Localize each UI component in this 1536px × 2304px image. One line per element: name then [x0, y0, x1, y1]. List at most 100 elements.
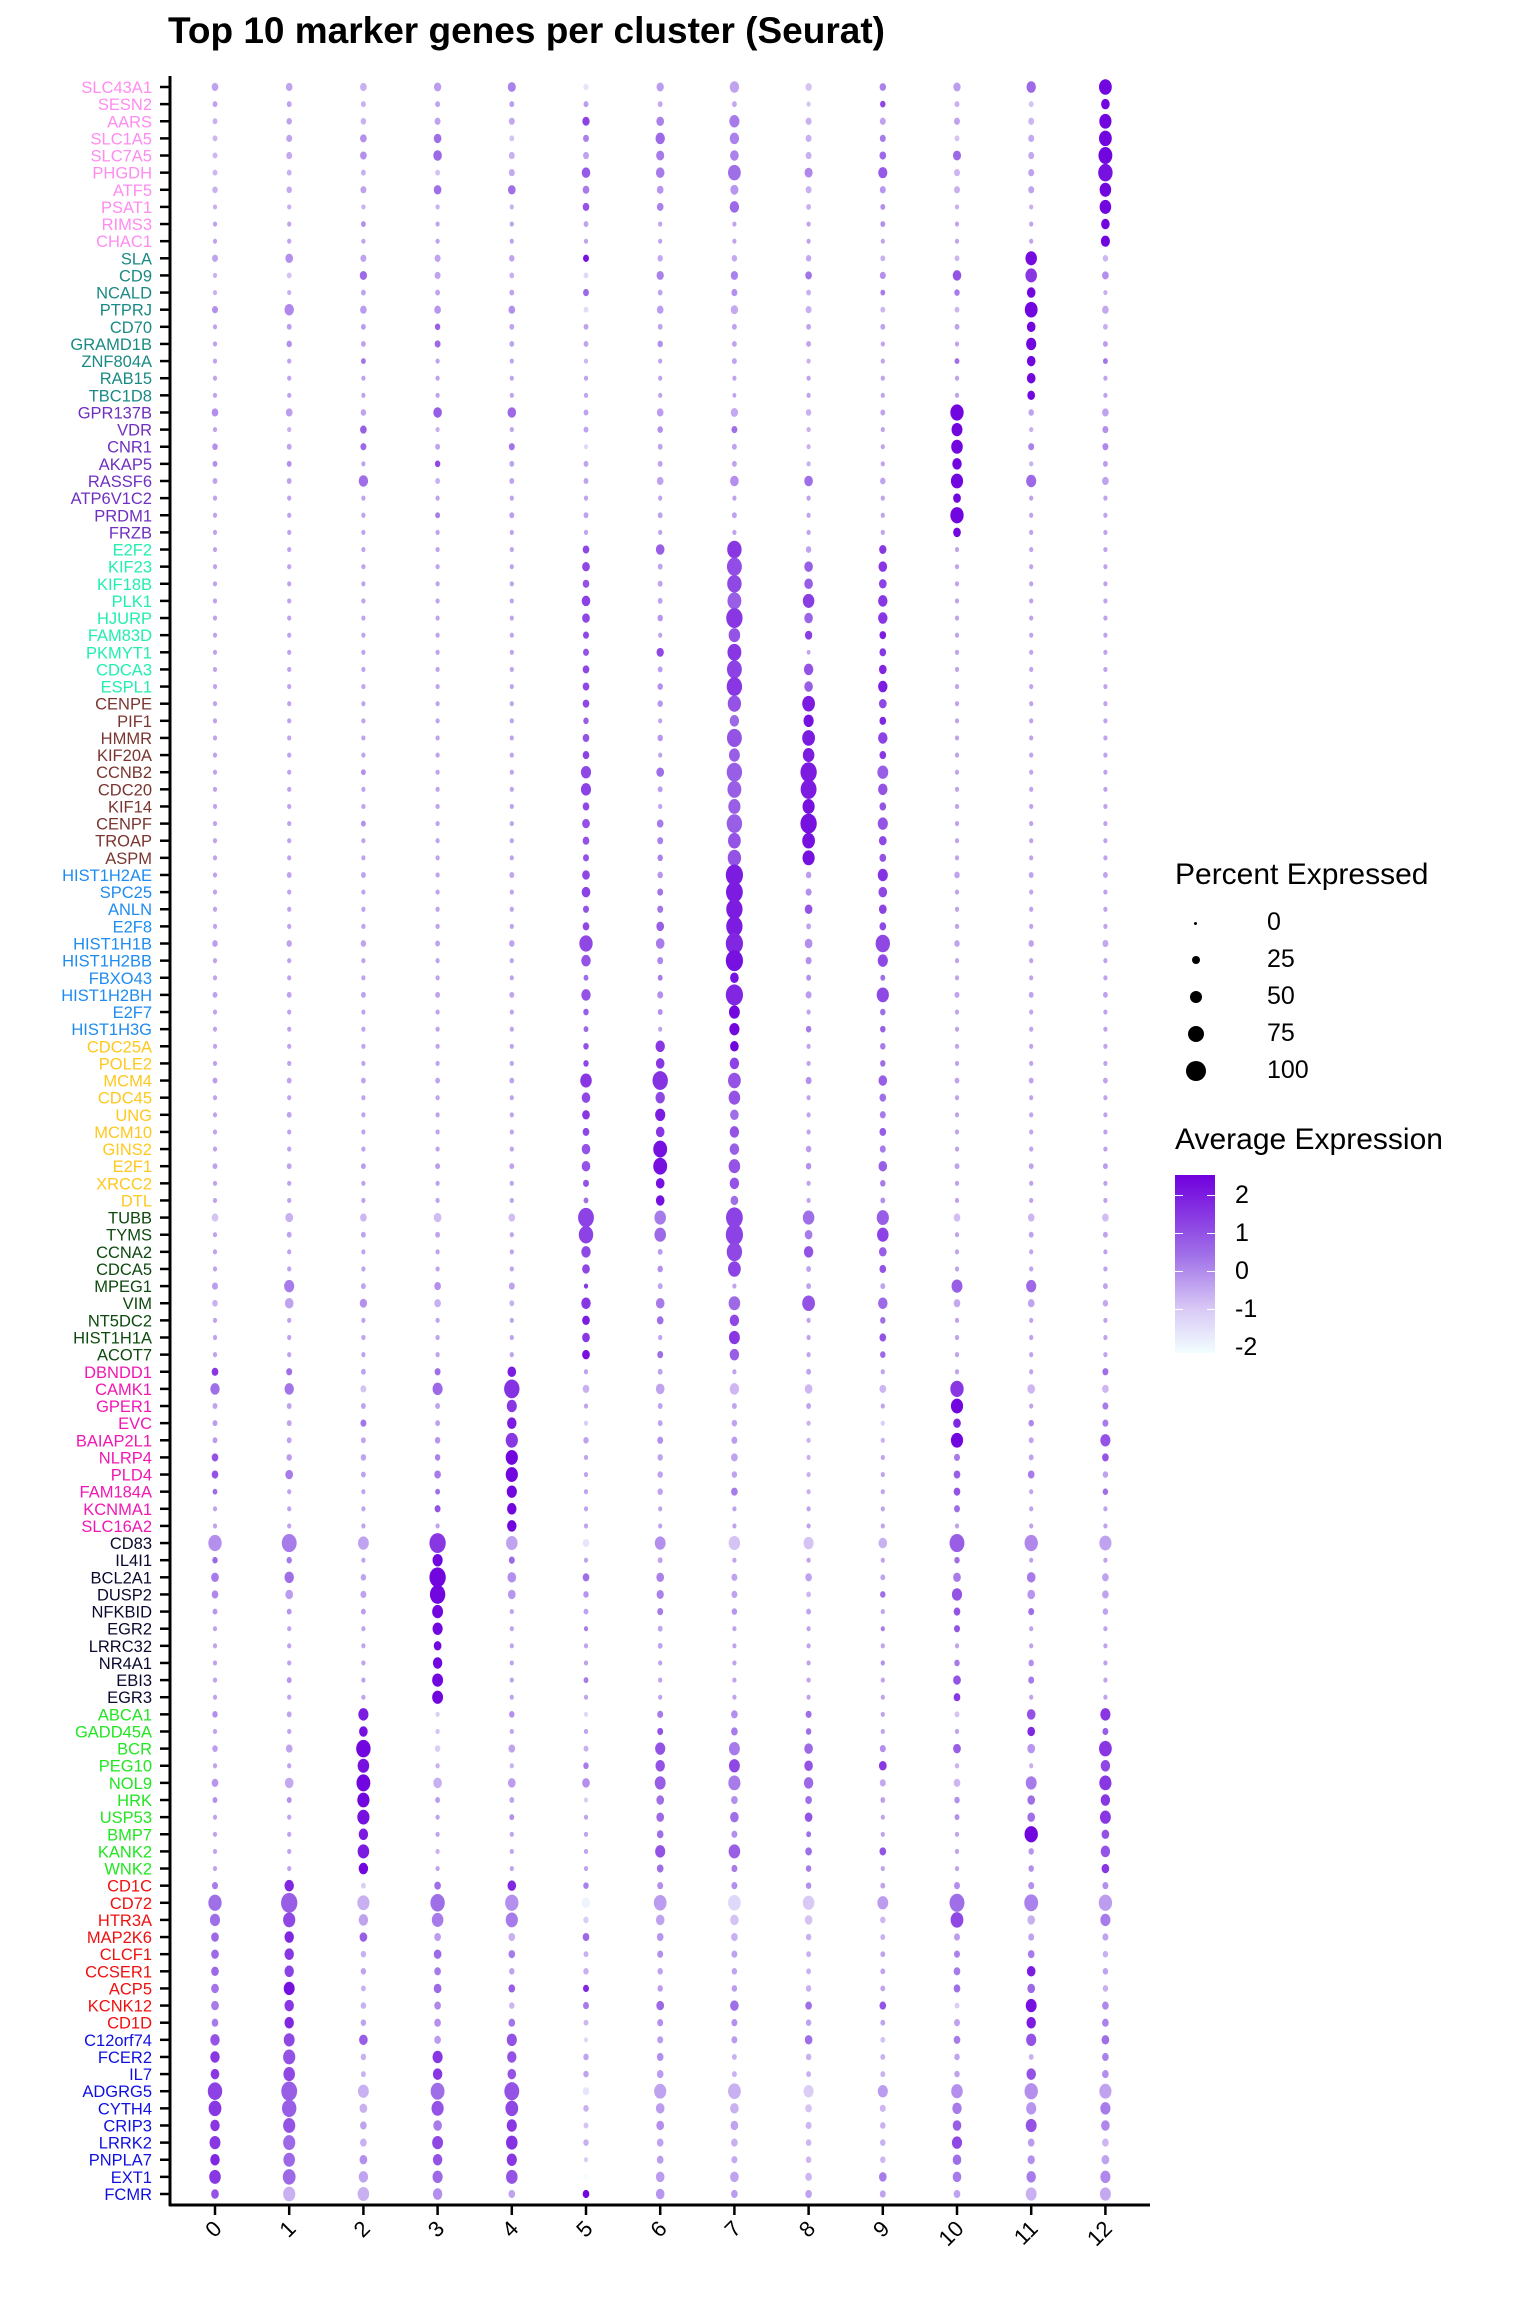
dot	[508, 151, 515, 160]
dot	[954, 598, 960, 604]
dot	[950, 507, 964, 524]
dot	[658, 1506, 663, 1512]
dot	[1099, 1810, 1111, 1824]
dot	[879, 134, 886, 143]
dot	[212, 1865, 218, 1872]
dot	[878, 904, 887, 914]
dot	[210, 2119, 220, 2132]
dot	[434, 2035, 441, 2044]
gene-label: NT5DC2	[88, 1312, 152, 1330]
dot	[953, 1743, 961, 1754]
dot	[730, 408, 739, 417]
dot	[211, 1590, 219, 1599]
size-legend-dot	[1186, 1061, 1206, 1081]
dot	[880, 1437, 885, 1443]
dot	[880, 1677, 885, 1683]
gene-label: EVC	[118, 1415, 152, 1433]
dot	[435, 975, 440, 981]
dot	[805, 1795, 812, 1805]
dot	[880, 1403, 885, 1409]
dot	[361, 1643, 366, 1649]
dot	[1102, 408, 1109, 417]
dot	[805, 1865, 812, 1872]
dot	[879, 545, 887, 554]
dot	[802, 832, 815, 849]
dot	[509, 872, 515, 878]
dot	[731, 1727, 738, 1736]
dot	[806, 1009, 811, 1015]
dot	[954, 2070, 960, 2078]
dot	[357, 1895, 370, 1911]
dot	[1103, 1626, 1108, 1632]
gene-label: KIF20A	[97, 747, 152, 765]
dot	[208, 1894, 222, 1911]
dot	[1026, 337, 1037, 351]
dot	[433, 133, 442, 144]
dot	[506, 2135, 518, 2150]
dot	[1099, 1740, 1112, 1757]
dot	[212, 169, 218, 176]
dot	[658, 803, 663, 810]
dot	[284, 1879, 294, 1892]
dot	[950, 1432, 964, 1448]
dot	[435, 1077, 441, 1084]
dot	[361, 392, 366, 398]
gene-label: AARS	[107, 113, 152, 131]
dot	[1102, 425, 1109, 434]
dot	[1103, 289, 1108, 296]
dot	[1028, 409, 1034, 416]
dot	[880, 1557, 885, 1563]
dot	[654, 1210, 666, 1225]
dot	[730, 150, 739, 161]
dot	[954, 1523, 960, 1529]
dot	[360, 169, 366, 176]
dot	[212, 632, 218, 638]
dot	[509, 1180, 514, 1186]
dot	[358, 1828, 369, 1841]
dot	[804, 1743, 813, 1754]
dot	[361, 1146, 366, 1152]
dot	[802, 1295, 815, 1312]
dot	[806, 358, 811, 364]
dot	[727, 643, 742, 661]
dot	[212, 1026, 218, 1032]
dot	[583, 1420, 589, 1426]
dot	[1103, 1352, 1108, 1358]
dot	[805, 2121, 812, 2130]
dot	[509, 1129, 514, 1135]
dot	[509, 803, 514, 810]
dot	[361, 1249, 366, 1255]
dot	[360, 151, 367, 160]
dot	[656, 270, 664, 280]
dot	[657, 443, 663, 450]
dot	[1029, 786, 1034, 792]
dot	[953, 1778, 961, 1787]
dot	[1028, 1659, 1034, 1667]
dot	[212, 615, 218, 621]
dot	[1103, 855, 1108, 861]
colorbar-tick	[1175, 1233, 1183, 1234]
dot	[1026, 1279, 1037, 1293]
dot	[286, 460, 292, 467]
dot	[954, 735, 960, 741]
dot	[286, 1677, 292, 1684]
dot	[212, 666, 218, 672]
gene-label: PTPRJ	[100, 302, 152, 320]
dot	[1103, 906, 1108, 912]
dot	[287, 1660, 292, 1666]
dot	[509, 1865, 514, 1872]
dot	[1029, 495, 1034, 501]
dot	[653, 1157, 668, 1175]
dot	[509, 478, 515, 484]
dot	[656, 150, 665, 161]
dot	[730, 2103, 739, 2114]
dot	[954, 683, 960, 690]
dot	[1029, 581, 1034, 587]
dot	[506, 2119, 517, 2132]
dot	[656, 1812, 665, 1822]
gene-label: CD9	[119, 267, 152, 285]
dot	[878, 1247, 887, 1257]
dot	[954, 1129, 960, 1135]
dot	[1026, 1966, 1036, 1977]
dot	[1029, 204, 1034, 210]
